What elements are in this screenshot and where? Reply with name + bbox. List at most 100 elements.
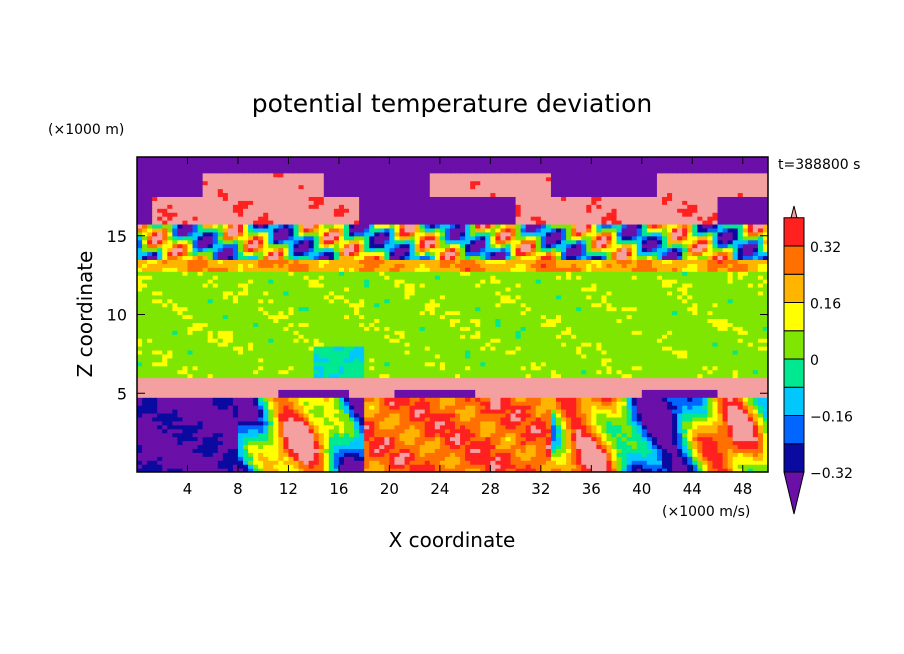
heatmap-cell bbox=[500, 314, 507, 320]
heatmap-cell bbox=[616, 444, 623, 449]
heatmap-cell bbox=[687, 377, 693, 383]
heatmap-cell bbox=[202, 322, 209, 327]
heatmap-cell bbox=[273, 420, 279, 426]
heatmap-cell bbox=[243, 385, 249, 390]
heatmap-cell bbox=[611, 468, 618, 472]
heatmap-cell bbox=[182, 420, 189, 426]
heatmap-cell bbox=[379, 381, 385, 386]
heatmap-cell bbox=[197, 369, 204, 375]
heatmap-cell bbox=[374, 452, 380, 457]
heatmap-cell bbox=[460, 393, 466, 398]
heatmap-cell bbox=[646, 389, 653, 394]
heatmap-cell bbox=[333, 357, 340, 363]
heatmap-cell bbox=[212, 381, 219, 386]
heatmap-cell bbox=[364, 318, 370, 323]
heatmap-cell bbox=[485, 405, 491, 410]
heatmap-cell bbox=[470, 456, 476, 461]
heatmap-cell bbox=[561, 464, 567, 469]
heatmap-cell bbox=[732, 361, 739, 367]
heatmap-cell bbox=[687, 361, 693, 367]
heatmap-cell bbox=[434, 448, 441, 453]
heatmap-cell bbox=[152, 432, 158, 438]
heatmap-cell bbox=[606, 365, 613, 371]
heatmap-cell bbox=[429, 377, 436, 383]
heatmap-cell bbox=[177, 369, 184, 375]
heatmap-cell bbox=[414, 420, 421, 426]
heatmap-cell bbox=[752, 440, 759, 446]
heatmap-cell bbox=[561, 444, 567, 449]
heatmap-cell bbox=[646, 440, 653, 446]
heatmap-cell bbox=[661, 416, 668, 422]
heatmap-cell bbox=[449, 373, 456, 379]
heatmap-cell bbox=[449, 412, 456, 418]
heatmap-cell bbox=[449, 357, 456, 363]
heatmap-cell bbox=[641, 373, 648, 379]
heatmap-cell bbox=[581, 444, 587, 449]
heatmap-cell bbox=[465, 365, 471, 371]
heatmap-cell bbox=[520, 342, 527, 347]
heatmap-cell bbox=[232, 334, 239, 339]
heatmap-cell bbox=[631, 436, 638, 442]
heatmap-cell bbox=[328, 416, 335, 422]
heatmap-cell bbox=[399, 346, 406, 351]
heatmap-cell bbox=[616, 432, 623, 438]
heatmap-cell bbox=[142, 361, 148, 367]
heatmap-cell bbox=[404, 460, 411, 465]
heatmap-cell bbox=[712, 397, 719, 402]
heatmap-cell bbox=[591, 365, 597, 371]
heatmap-cell bbox=[439, 318, 446, 323]
heatmap-cell bbox=[540, 353, 547, 359]
heatmap-cell bbox=[222, 385, 229, 390]
heatmap-cell bbox=[142, 369, 148, 375]
heatmap-cell bbox=[535, 405, 542, 410]
heatmap-cell bbox=[661, 444, 668, 449]
heatmap-cell bbox=[747, 424, 754, 430]
heatmap-cell bbox=[237, 436, 244, 442]
heatmap-cell bbox=[530, 409, 537, 414]
heatmap-cell bbox=[757, 440, 764, 446]
heatmap-cell bbox=[268, 346, 274, 351]
heatmap-cell bbox=[692, 448, 698, 453]
heatmap-cell bbox=[601, 436, 608, 442]
heatmap-cell bbox=[338, 452, 345, 457]
heatmap-cell bbox=[495, 452, 502, 457]
heatmap-cell bbox=[318, 322, 325, 327]
heatmap-cell bbox=[470, 342, 476, 347]
heatmap-cell bbox=[495, 314, 502, 320]
heatmap-cell bbox=[318, 401, 325, 406]
heatmap-cell bbox=[434, 460, 441, 465]
heatmap-cell bbox=[530, 314, 537, 320]
heatmap-cell bbox=[237, 330, 244, 335]
heatmap-cell bbox=[424, 338, 431, 343]
heatmap-cell bbox=[394, 409, 401, 414]
heatmap-cell bbox=[742, 357, 749, 363]
heatmap-cell bbox=[581, 353, 587, 359]
heatmap-cell bbox=[248, 326, 254, 331]
heatmap-cell bbox=[566, 428, 572, 434]
heatmap-cell bbox=[571, 338, 577, 343]
heatmap-cell bbox=[177, 452, 184, 457]
heatmap-cell bbox=[495, 464, 502, 469]
heatmap-cell bbox=[147, 377, 153, 383]
heatmap-cell bbox=[561, 385, 567, 390]
heatmap-cell bbox=[737, 409, 744, 414]
heatmap-cell bbox=[258, 432, 264, 438]
heatmap-cell bbox=[505, 416, 512, 422]
heatmap-cell bbox=[308, 424, 315, 430]
heatmap-cell bbox=[717, 393, 724, 398]
heatmap-cell bbox=[485, 338, 491, 343]
heatmap-cell bbox=[384, 377, 390, 383]
heatmap-cell bbox=[217, 428, 224, 434]
heatmap-cell bbox=[757, 381, 764, 386]
heatmap-cell bbox=[172, 322, 178, 327]
heatmap-cell bbox=[288, 361, 295, 367]
heatmap-cell bbox=[510, 326, 517, 331]
heatmap-cell bbox=[480, 369, 486, 375]
heatmap-cell bbox=[157, 330, 163, 335]
heatmap-cell bbox=[601, 357, 608, 363]
heatmap-cell bbox=[379, 369, 385, 375]
heatmap-cell bbox=[621, 444, 628, 449]
heatmap-cell bbox=[692, 365, 698, 371]
heatmap-cell bbox=[727, 369, 734, 375]
heatmap-cell bbox=[545, 318, 552, 323]
